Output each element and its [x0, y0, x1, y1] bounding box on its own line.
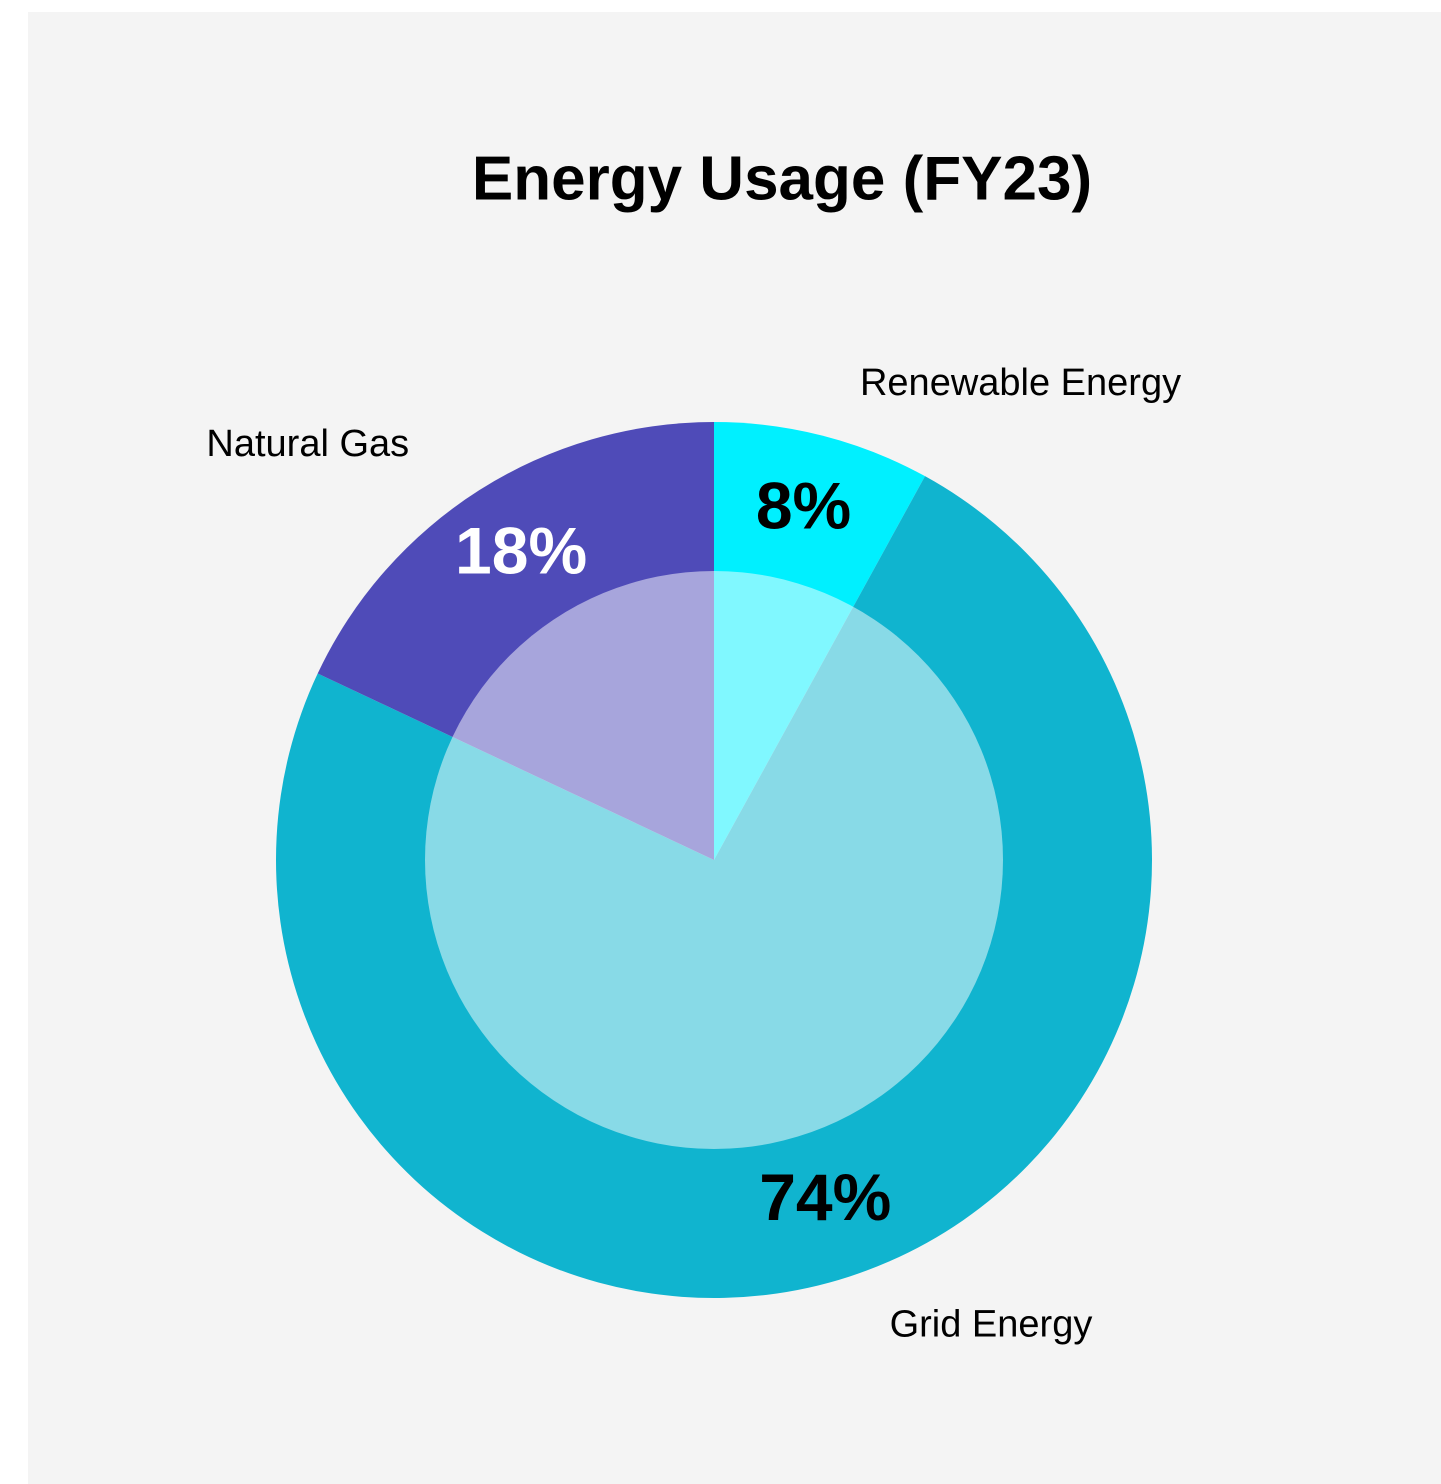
category-label: Grid Energy	[890, 1304, 1093, 1346]
category-label: Natural Gas	[206, 423, 409, 465]
category-label: Renewable Energy	[860, 362, 1181, 404]
value-label: 74%	[759, 1160, 891, 1234]
inner-highlight	[425, 571, 1003, 1149]
value-label: 8%	[756, 469, 851, 543]
value-label: 18%	[455, 513, 587, 587]
chart-title: Energy Usage (FY23)	[472, 144, 1092, 213]
